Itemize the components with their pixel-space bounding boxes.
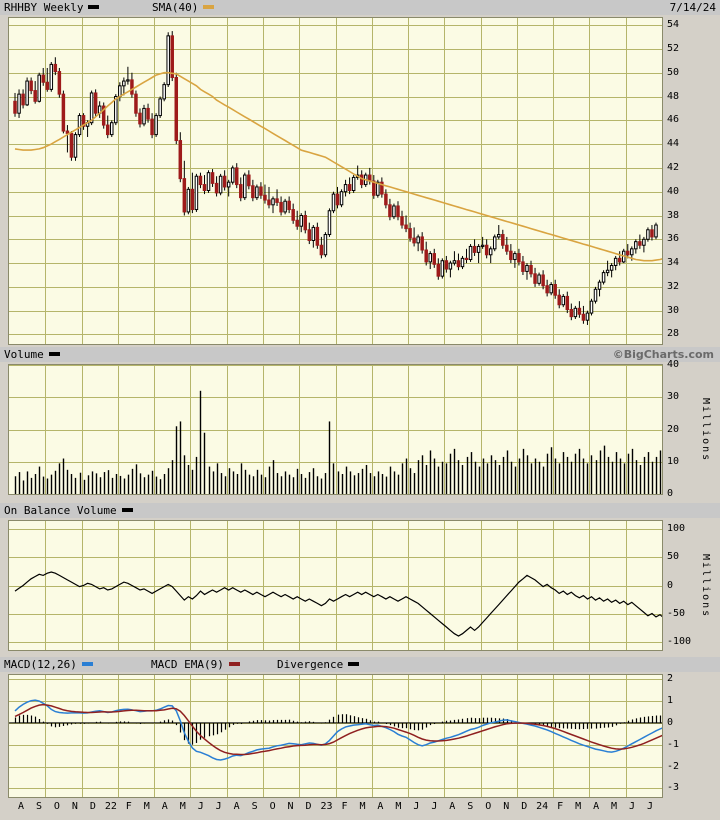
x-tick-label: M [575,801,582,812]
x-tick-label: J [197,801,204,812]
y-tick-label: 34 [667,257,680,269]
x-tick-label: O [53,801,60,812]
macd-ema-label: MACD EMA(9) [151,657,240,672]
y-tick-label: 0 [667,488,674,499]
y-tick-label: 2 [667,673,674,685]
symbol-color-swatch [88,5,100,9]
x-tick-label: N [503,801,510,812]
x-tick-label: M [359,801,366,812]
x-tick-label: M [143,801,150,812]
price-plot [9,18,662,344]
macd-line-color-swatch [81,662,93,666]
x-tick-label: J [646,801,654,812]
y-tick-label: 46 [667,114,680,126]
x-tick-label: 22 [104,801,117,812]
obv-label: On Balance Volume [4,503,133,518]
y-tick-label: 36 [667,233,680,245]
y-tick-label: 100 [667,523,686,535]
x-tick-label: S [35,801,42,812]
x-tick-label: D [89,801,96,812]
y-tick-label: 28 [667,328,680,340]
obv-chart-panel[interactable] [8,520,663,651]
y-tick-label: 54 [667,19,680,31]
x-tick-label: J [629,801,636,812]
y-tick-label: -2 [667,760,680,772]
x-tick-label: A [233,801,240,812]
x-tick-label: A [449,801,456,812]
macd-panel-header: MACD(12,26) MACD EMA(9) Divergence [0,657,720,672]
x-tick-label: A [593,801,600,812]
volume-chart-panel[interactable] [8,364,663,495]
x-tick-label: F [125,801,132,812]
bigcharts-watermark: ©BigCharts.com [612,348,714,361]
y-tick-label: 44 [667,138,680,150]
x-tick-label: D [521,801,528,812]
x-tick-label: J [215,801,222,812]
quote-date: 7/14/24 [669,1,716,14]
sma-overlay-label: SMA(40) [152,0,215,15]
y-tick-label: 42 [667,161,680,173]
x-tick-label: A [377,801,384,812]
x-tick-label: J [413,801,420,812]
y-tick-label: -100 [667,635,692,647]
y-tick-label: 48 [667,90,680,102]
x-tick-label: 24 [536,801,549,812]
y-tick-label: 50 [667,551,680,563]
x-tick-label: J [431,801,438,812]
price-chart-panel[interactable] [8,17,663,345]
price-panel-header: RHHBY Weekly SMA(40) 7/14/24 [0,0,720,15]
y-tick-label: 0 [667,716,674,728]
volume-panel-header: Volume ©BigCharts.com [0,347,720,362]
x-tick-label: F [557,801,564,812]
y-tick-label: 32 [667,280,680,292]
x-tick-label: A [17,801,24,812]
y-tick-label: 50 [667,66,680,78]
volume-plot [9,365,662,494]
y-tick-label: 10 [667,455,680,467]
y-tick-label: 38 [667,209,680,221]
y-tick-label: -3 [667,782,680,794]
volume-axis-title: Millions [700,398,711,463]
obv-axis-title: Millions [700,554,711,619]
x-tick-label: N [71,801,78,812]
x-tick-label: N [287,801,294,812]
y-tick-label: 30 [667,391,680,403]
macd-line-label: MACD(12,26) [4,657,93,672]
y-tick-label: 40 [667,359,680,370]
x-tick-label: 23 [320,801,333,812]
y-tick-label: -50 [667,607,686,619]
y-tick-label: 52 [667,42,680,54]
divergence-color-swatch [348,662,360,666]
x-tick-label: F [341,801,348,812]
volume-label: Volume [4,347,60,362]
macd-ema-color-swatch [228,662,240,666]
y-tick-label: 0 [667,579,674,591]
macd-chart-panel[interactable] [8,674,663,798]
y-tick-label: 40 [667,185,680,197]
x-tick-label: O [269,801,276,812]
x-tick-label: M [395,801,402,812]
obv-panel-header: On Balance Volume [0,503,720,518]
y-tick-label: 1 [667,695,674,707]
obv-plot [9,521,662,650]
x-axis-dates: A S O N D 22 F M A M J J A S O N D 23 F M A M J J A S O N D 24 F M A M J J [8,801,663,815]
x-tick-label: A [161,801,168,812]
x-tick-label: M [179,801,186,812]
y-tick-label: 30 [667,304,680,316]
volume-color-swatch [48,352,60,356]
x-tick-label: M [611,801,618,812]
x-tick-label: S [251,801,258,812]
y-tick-label: 20 [667,423,680,435]
x-tick-label: O [485,801,492,812]
divergence-label: Divergence [277,657,360,672]
x-tick-label: D [305,801,312,812]
macd-plot [9,675,662,797]
obv-color-swatch [121,508,133,512]
symbol-label: RHHBY Weekly [4,0,100,15]
sma-color-swatch [203,5,215,9]
y-tick-label: -1 [667,738,680,750]
x-tick-label: S [467,801,474,812]
